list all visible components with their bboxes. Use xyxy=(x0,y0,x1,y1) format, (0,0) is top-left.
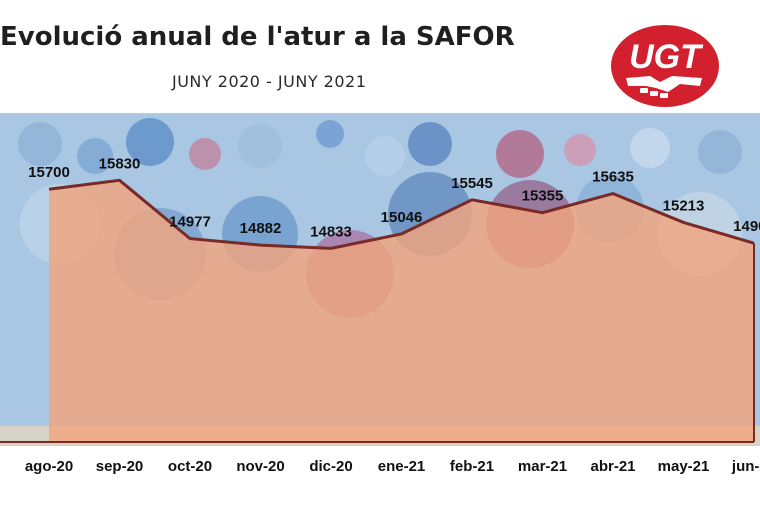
x-tick-label: sep-20 xyxy=(96,458,144,475)
data-label: 15355 xyxy=(522,188,564,205)
data-label: 15046 xyxy=(381,209,423,226)
x-tick-label: nov-20 xyxy=(236,458,284,475)
x-tick-label: jun-21 xyxy=(731,458,760,475)
chart-area: 15700 15830 14977 14882 14833 15046 15545 15355… xyxy=(0,113,760,486)
x-tick-label: ene-21 xyxy=(378,458,426,475)
x-tick-label: oct-20 xyxy=(168,458,212,475)
x-tick-label: mar-21 xyxy=(518,458,567,475)
logo-text: UGT xyxy=(629,38,704,76)
data-label: 14977 xyxy=(169,214,211,231)
chart-subtitle: JUNY 2020 - JUNY 2021 xyxy=(172,72,367,91)
data-label: 14882 xyxy=(240,220,282,237)
data-label: 15700 xyxy=(28,164,70,181)
data-label: 15545 xyxy=(451,175,493,192)
series-line xyxy=(48,178,755,250)
chart-title: Evolució anual de l'atur a la SAFOR xyxy=(0,22,515,52)
data-label: 14909 xyxy=(733,218,760,235)
area-fill xyxy=(49,180,754,443)
x-tick-label: dic-20 xyxy=(309,458,352,475)
x-tick-label: ago-20 xyxy=(25,458,73,475)
data-label: 15830 xyxy=(99,155,141,172)
area-chart: 15700 15830 14977 14882 14833 15046 15545 15355… xyxy=(0,114,760,475)
data-label: 15213 xyxy=(663,197,705,214)
x-tick-label: may-21 xyxy=(658,458,710,475)
data-label: 14833 xyxy=(310,223,352,240)
data-label: 15635 xyxy=(592,169,634,186)
x-tick-label: feb-21 xyxy=(450,458,494,475)
plot-layer: 15700 15830 14977 14882 14833 15046 15545 15355… xyxy=(0,155,760,475)
handshake-icon xyxy=(626,76,702,98)
ugt-logo: UGT xyxy=(611,25,719,107)
x-tick-label: abr-21 xyxy=(590,458,635,475)
